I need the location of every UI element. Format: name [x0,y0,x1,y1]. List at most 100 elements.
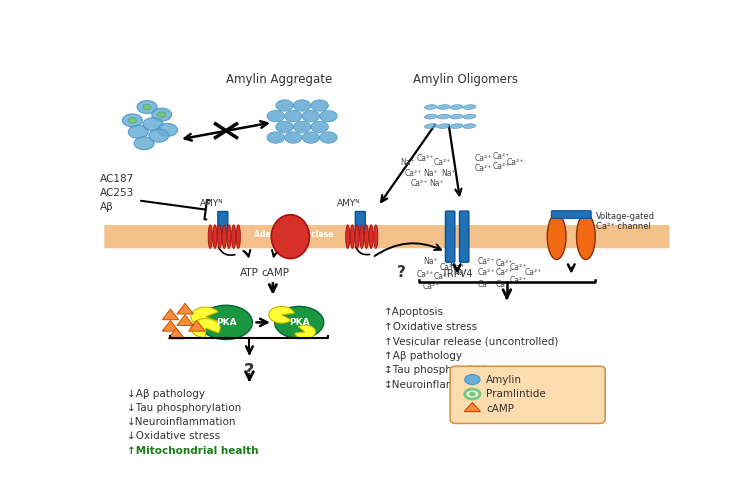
Text: Adenylate Cyclase: Adenylate Cyclase [254,230,333,239]
Circle shape [302,110,319,122]
Text: Ca²⁺: Ca²⁺ [434,158,451,167]
Text: Ca²⁺: Ca²⁺ [411,179,428,188]
Circle shape [275,306,324,339]
Text: Ca²⁺: Ca²⁺ [478,257,495,266]
Circle shape [143,104,151,110]
Circle shape [470,392,476,396]
Text: AC187
AC253
Aβ: AC187 AC253 Aβ [100,174,134,212]
Text: ↓Tau phosphorylation: ↓Tau phosphorylation [127,403,241,413]
FancyBboxPatch shape [460,211,469,262]
Polygon shape [189,320,205,331]
Text: Ca²⁺: Ca²⁺ [405,169,422,178]
Text: Na⁺: Na⁺ [430,179,444,188]
Ellipse shape [236,225,240,248]
FancyBboxPatch shape [356,211,365,233]
Text: Na⁺: Na⁺ [400,158,414,167]
Polygon shape [177,315,193,325]
Circle shape [128,125,148,138]
Circle shape [143,118,163,131]
Ellipse shape [463,114,476,119]
Text: Ca²⁺: Ca²⁺ [434,272,451,281]
Circle shape [311,121,328,133]
Circle shape [267,132,285,143]
Text: PKA: PKA [216,318,236,327]
Text: Ca²⁺: Ca²⁺ [525,268,542,277]
Ellipse shape [424,104,437,109]
Circle shape [199,305,252,340]
Ellipse shape [437,114,450,119]
Ellipse shape [213,225,217,248]
Ellipse shape [424,124,437,129]
Text: Ca²⁺: Ca²⁺ [416,154,433,163]
Ellipse shape [450,104,463,109]
Polygon shape [177,303,193,314]
Ellipse shape [350,225,354,248]
Wedge shape [191,307,218,326]
Text: Ca²⁺: Ca²⁺ [475,154,492,163]
Ellipse shape [450,124,463,129]
Text: Ca²⁺: Ca²⁺ [507,158,524,167]
Text: Ca²⁺: Ca²⁺ [422,282,439,291]
Circle shape [302,132,319,143]
FancyBboxPatch shape [445,211,455,262]
Circle shape [137,100,157,113]
Wedge shape [191,319,220,338]
Ellipse shape [359,225,364,248]
Text: ATP: ATP [240,268,259,278]
Text: Amylin Aggregate: Amylin Aggregate [226,73,331,86]
Ellipse shape [463,124,476,129]
Text: Ca²⁺: Ca²⁺ [439,263,457,272]
Ellipse shape [227,225,231,248]
Text: AMYᴺ: AMYᴺ [200,199,223,208]
Circle shape [122,114,143,127]
Wedge shape [269,306,294,323]
Ellipse shape [365,225,368,248]
Circle shape [285,132,302,143]
Text: Na⁺: Na⁺ [441,169,456,178]
Text: Voltage-gated
Ca²⁺ channel: Voltage-gated Ca²⁺ channel [596,212,655,231]
FancyBboxPatch shape [104,225,670,248]
Ellipse shape [271,215,310,258]
Text: Na⁺: Na⁺ [453,268,467,277]
Text: ↑Aβ pathology: ↑Aβ pathology [384,350,462,360]
Text: Ca²⁺: Ca²⁺ [495,259,513,268]
Text: PKA: PKA [289,318,310,327]
Ellipse shape [547,214,566,259]
Text: ?: ? [397,265,406,280]
Ellipse shape [208,225,212,248]
Text: ↓Neuroinflammation: ↓Neuroinflammation [127,417,236,427]
Ellipse shape [577,214,595,259]
Circle shape [128,118,137,123]
Polygon shape [464,402,480,411]
Text: ↑Apoptosis: ↑Apoptosis [384,307,444,317]
Ellipse shape [346,225,350,248]
Ellipse shape [450,114,463,119]
Text: ↕Neuroinflammation: ↕Neuroinflammation [384,380,494,390]
Text: TRPV4: TRPV4 [442,269,473,279]
Circle shape [285,110,302,122]
Wedge shape [294,325,316,339]
Circle shape [267,110,285,122]
Polygon shape [168,328,184,339]
Text: cAMP: cAMP [262,268,290,278]
Text: Ca²⁺: Ca²⁺ [510,276,527,285]
Circle shape [465,375,480,385]
Text: ↑Oxidative stress: ↑Oxidative stress [384,322,477,332]
Polygon shape [162,320,179,331]
Text: Amylin Oligomers: Amylin Oligomers [414,73,519,86]
Circle shape [158,112,166,117]
Text: Ca²⁺: Ca²⁺ [478,268,495,277]
Text: Ca²⁺: Ca²⁺ [495,280,513,289]
Circle shape [149,129,168,142]
Text: ?: ? [245,362,254,381]
Text: Ca²⁺: Ca²⁺ [416,270,433,279]
Text: Na⁺: Na⁺ [449,262,465,272]
Ellipse shape [463,104,476,109]
Text: ↓Oxidative stress: ↓Oxidative stress [127,432,220,442]
Ellipse shape [437,104,450,109]
Circle shape [276,121,293,133]
Circle shape [276,100,293,111]
FancyBboxPatch shape [450,366,606,423]
Ellipse shape [217,225,222,248]
Text: ↓Aβ pathology: ↓Aβ pathology [127,389,205,399]
